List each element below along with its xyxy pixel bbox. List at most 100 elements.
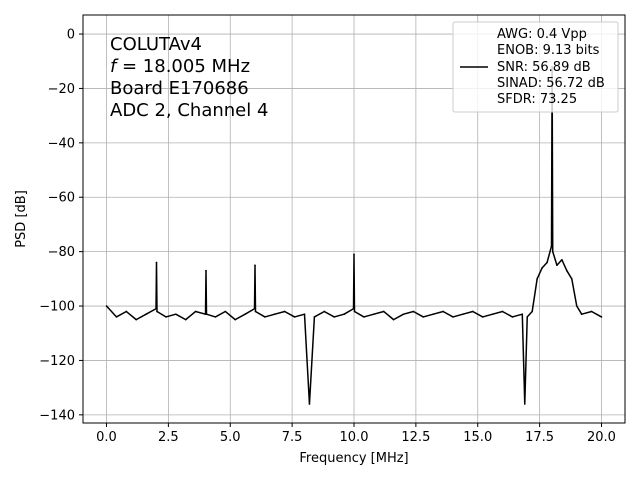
psd-point bbox=[343, 313, 345, 316]
psd-point bbox=[402, 313, 405, 316]
psd-point bbox=[382, 310, 385, 313]
annotation-line-2: = 18.005 MHz bbox=[122, 56, 250, 77]
psd-point bbox=[175, 313, 177, 316]
psd-point bbox=[452, 316, 454, 318]
psd-point bbox=[293, 316, 296, 318]
psd-point bbox=[253, 307, 256, 310]
psd-point bbox=[373, 313, 375, 316]
psd-point bbox=[254, 310, 257, 313]
y-tick-label: −80 bbox=[48, 245, 75, 260]
psd-point bbox=[283, 310, 286, 313]
psd-point bbox=[205, 269, 207, 272]
psd-point bbox=[481, 316, 484, 318]
x-tick-label: 2.5 bbox=[158, 430, 179, 445]
y-tick-label: −60 bbox=[48, 191, 75, 206]
psd-point bbox=[462, 313, 464, 316]
psd-point bbox=[491, 313, 494, 316]
psd-point bbox=[600, 316, 603, 318]
psd-point bbox=[575, 305, 578, 307]
y-tick-label: −20 bbox=[48, 82, 75, 97]
psd-point bbox=[422, 316, 425, 318]
x-tick-label: 20.0 bbox=[587, 430, 616, 445]
y-tick-label: −120 bbox=[39, 354, 75, 369]
psd-point bbox=[363, 316, 365, 318]
psd-point bbox=[523, 403, 526, 405]
psd-point bbox=[254, 264, 256, 267]
legend-line-2: ENOB: 9.13 bits bbox=[497, 43, 600, 58]
psd-point bbox=[145, 313, 147, 316]
psd-point bbox=[303, 313, 306, 316]
y-axis-ticks: 0 −20 −40 −60 −80 −100 −120 −140 bbox=[39, 28, 83, 423]
x-tick-label: 15.0 bbox=[463, 430, 492, 445]
psd-point bbox=[521, 313, 524, 316]
psd-point bbox=[570, 278, 573, 280]
legend-line-4: SINAD: 56.72 dB bbox=[497, 76, 605, 91]
psd-point bbox=[155, 307, 157, 310]
psd-point bbox=[550, 245, 553, 247]
psd-point bbox=[308, 403, 311, 405]
psd-point bbox=[561, 259, 563, 261]
x-tick-label: 5.0 bbox=[220, 430, 241, 445]
psd-point bbox=[135, 318, 138, 321]
psd-point bbox=[274, 313, 276, 316]
psd-point bbox=[333, 316, 336, 318]
psd-point bbox=[353, 310, 356, 313]
legend: AWG: 0.4 Vpp ENOB: 9.13 bits SNR: 56.89 … bbox=[452, 21, 619, 113]
psd-point bbox=[105, 305, 108, 307]
psd-point bbox=[556, 264, 558, 267]
psd-point bbox=[501, 310, 504, 313]
psd-point bbox=[264, 316, 266, 318]
psd-point bbox=[313, 316, 316, 318]
legend-box bbox=[452, 21, 619, 113]
legend-line-1: AWG: 0.4 Vpp bbox=[497, 27, 587, 42]
psd-point bbox=[392, 318, 395, 321]
psd-point bbox=[511, 316, 514, 318]
psd-point bbox=[551, 250, 554, 253]
psd-point bbox=[590, 310, 593, 313]
psd-point bbox=[580, 313, 583, 316]
x-tick-label: 17.5 bbox=[525, 430, 554, 445]
psd-point bbox=[194, 310, 197, 313]
psd-point bbox=[224, 310, 227, 313]
psd-point bbox=[156, 310, 158, 313]
psd-point bbox=[165, 316, 167, 318]
psd-point bbox=[244, 313, 246, 316]
annotation-line-3: Board E170686 bbox=[110, 78, 249, 99]
psd-point bbox=[205, 313, 208, 316]
psd-point bbox=[536, 278, 538, 280]
annotation-block: COLUTAv4 f = 18.005 MHz Board E170686 AD… bbox=[110, 34, 268, 121]
psd-point bbox=[471, 310, 474, 313]
psd-point bbox=[115, 316, 118, 318]
x-tick-label: 7.5 bbox=[282, 430, 303, 445]
y-tick-label: 0 bbox=[67, 28, 75, 43]
legend-line-5: SFDR: 73.25 bbox=[497, 92, 577, 107]
annotation-line-4: ADC 2, Channel 4 bbox=[110, 100, 268, 121]
y-axis-title: PSD [dB] bbox=[14, 190, 29, 248]
psd-point bbox=[531, 310, 533, 313]
psd-point bbox=[412, 310, 415, 313]
x-axis-title: Frequency [MHz] bbox=[299, 451, 408, 466]
psd-point bbox=[234, 318, 237, 321]
y-tick-label: −100 bbox=[39, 300, 75, 315]
x-tick-label: 10.0 bbox=[340, 430, 369, 445]
psd-point bbox=[184, 318, 187, 321]
psd-point bbox=[546, 261, 548, 264]
legend-line-3: SNR: 56.89 dB bbox=[497, 60, 591, 75]
psd-point bbox=[323, 310, 326, 313]
psd-point bbox=[214, 316, 217, 318]
psd-point bbox=[526, 316, 529, 318]
psd-point bbox=[432, 313, 435, 316]
annotation-frequency-symbol: f bbox=[110, 56, 119, 77]
x-tick-label: 12.5 bbox=[401, 430, 430, 445]
x-tick-label: 0.0 bbox=[96, 430, 117, 445]
y-tick-label: −40 bbox=[48, 136, 75, 151]
psd-point bbox=[541, 267, 543, 269]
annotation-line-1: COLUTAv4 bbox=[110, 34, 202, 55]
psd-point bbox=[442, 310, 444, 313]
psd-point bbox=[155, 261, 158, 264]
psd-point bbox=[352, 307, 355, 310]
psd-point bbox=[353, 253, 355, 256]
y-tick-label: −140 bbox=[39, 408, 75, 423]
psd-point bbox=[125, 310, 128, 313]
